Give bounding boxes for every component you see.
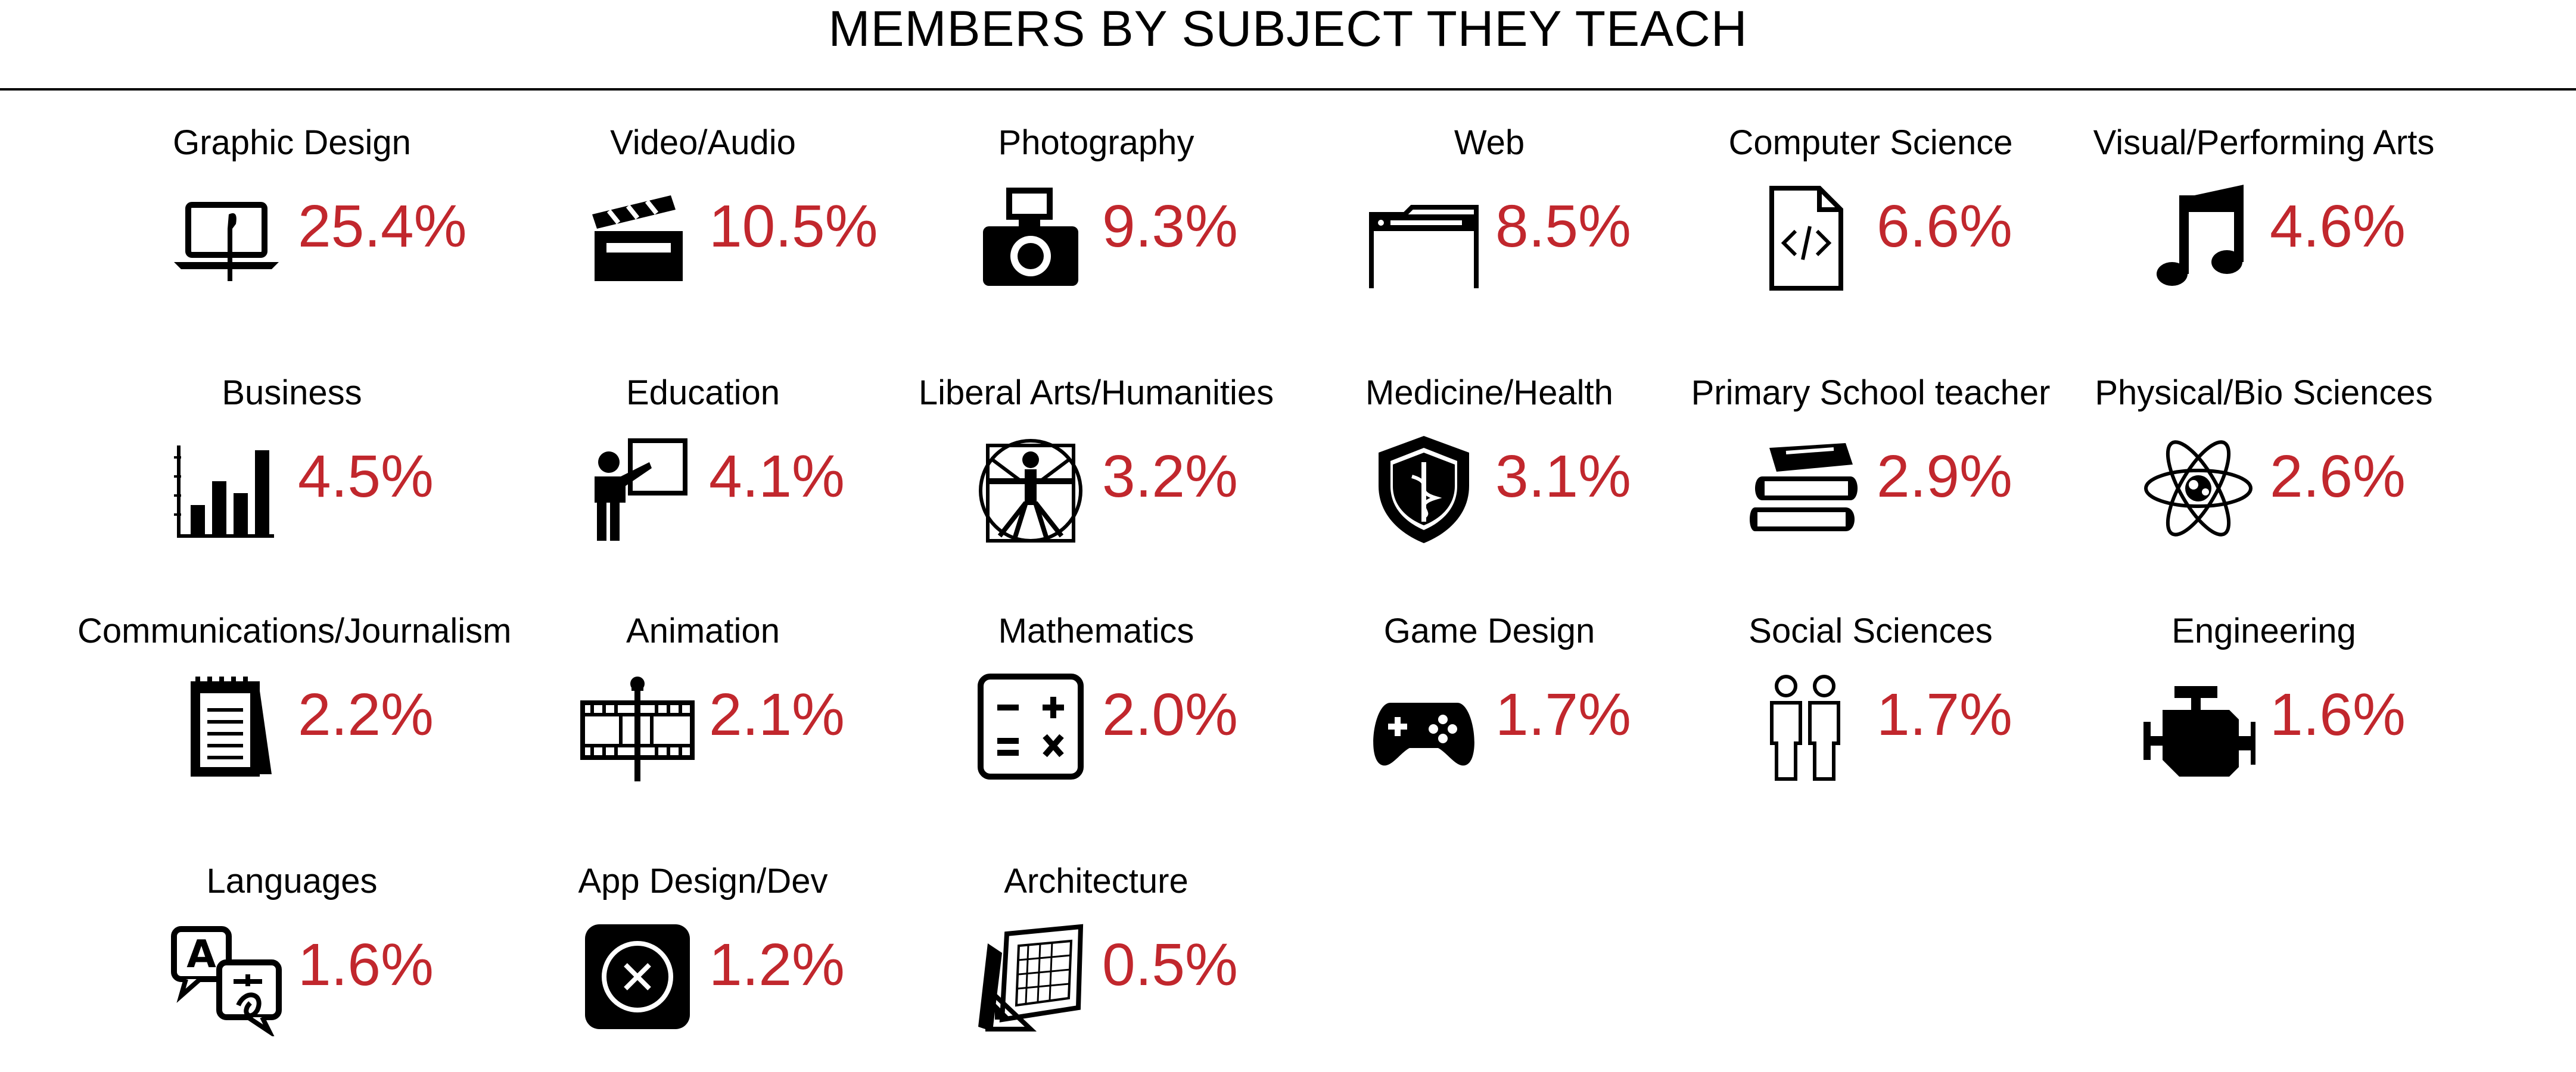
subject-percentage: 4.6% <box>2270 193 2406 260</box>
subject-percentage: 3.2% <box>1102 443 1238 510</box>
subject-percentage: 1.7% <box>1495 681 1631 748</box>
subject-item: Architecture 0.5% <box>882 858 1311 1072</box>
subject-percentage: 9.3% <box>1102 193 1238 260</box>
translate-icon: A <box>167 917 286 1039</box>
subject-percentage: 2.0% <box>1102 681 1238 748</box>
subject-label: Visual/Performing Arts <box>2093 123 2435 162</box>
subject-item: Medicine/Health 3.1% <box>1275 369 1704 584</box>
subject-percentage: 4.1% <box>709 443 845 510</box>
subject-item: Web 8.5% <box>1275 119 1704 334</box>
calculator-icon <box>971 667 1090 786</box>
subject-label: Graphic Design <box>173 123 411 162</box>
subject-item: Computer Science 6.6% <box>1656 119 2085 334</box>
subject-label: Computer Science <box>1728 123 2013 162</box>
subject-label: Architecture <box>1004 862 1189 900</box>
subject-label: Languages <box>206 862 378 900</box>
subject-label: Communications/Journalism <box>77 612 512 650</box>
subject-percentage: 0.5% <box>1102 931 1238 998</box>
svg-text:A: A <box>186 933 216 977</box>
subject-label: Photography <box>998 123 1194 162</box>
subject-item: Animation 2.1% <box>489 607 917 822</box>
subject-label: Medicine/Health <box>1365 373 1613 412</box>
subject-item: Primary School teacher 2.9% <box>1656 369 2085 584</box>
subject-item: Languages A 1.6% <box>77 858 506 1072</box>
vitruvian-man-icon <box>971 429 1090 548</box>
subject-label: Business <box>222 373 362 412</box>
subject-item: Communications/Journalism 2.2% <box>77 607 512 822</box>
subject-item: Video/Audio 10.5% <box>489 119 917 334</box>
subject-percentage: 8.5% <box>1495 193 1631 260</box>
books-icon <box>1746 429 1865 548</box>
subject-label: Mathematics <box>998 612 1194 650</box>
subject-percentage: 2.6% <box>2270 443 2406 510</box>
browser-window-icon <box>1364 179 1483 298</box>
subject-item: Mathematics 2.0% <box>882 607 1311 822</box>
laptop-brush-icon <box>167 179 286 298</box>
subject-item: Social Sciences 1.7% <box>1656 607 2085 822</box>
music-note-icon <box>2139 179 2258 298</box>
subject-percentage: 6.6% <box>1877 193 2012 260</box>
title-divider <box>0 88 2576 91</box>
subject-item: Game Design 1.7% <box>1275 607 1704 822</box>
notepad-icon <box>167 667 286 786</box>
app-icon <box>578 917 697 1036</box>
subject-item: App Design/Dev 1.2% <box>489 858 917 1072</box>
subject-label: Primary School teacher <box>1691 373 2051 412</box>
subject-item: Photography 9.3% <box>882 119 1311 334</box>
subject-label: Animation <box>626 612 780 650</box>
bar-chart-icon <box>167 429 286 548</box>
subject-item: Graphic Design 25.4% <box>77 119 506 334</box>
subject-label: Video/Audio <box>610 123 796 162</box>
subject-label: App Design/Dev <box>578 862 828 900</box>
subject-label: Game Design <box>1383 612 1595 650</box>
chart-title: MEMBERS BY SUBJECT THEY TEACH <box>828 1 1748 57</box>
subject-label: Physical/Bio Sciences <box>2095 373 2433 412</box>
subject-percentage: 1.2% <box>709 931 845 998</box>
subject-percentage: 1.6% <box>2270 681 2406 748</box>
subject-item: Visual/Performing Arts 4.6% <box>2049 119 2478 334</box>
subject-label: Education <box>626 373 780 412</box>
camera-icon <box>971 179 1090 298</box>
subject-label: Liberal Arts/Humanities <box>918 373 1274 412</box>
subject-percentage: 2.2% <box>298 681 434 748</box>
code-file-icon <box>1746 179 1865 298</box>
atom-icon <box>2139 429 2258 548</box>
blueprint-icon <box>971 917 1090 1036</box>
film-strip-icon <box>578 667 697 786</box>
medical-shield-icon <box>1364 429 1483 548</box>
subject-label: Social Sciences <box>1749 612 1993 650</box>
subject-percentage: 1.7% <box>1877 681 2012 748</box>
subject-item: Education 4.1% <box>489 369 917 584</box>
subject-percentage: 1.6% <box>298 931 434 998</box>
gamepad-icon <box>1364 667 1483 786</box>
teacher-board-icon <box>578 429 697 548</box>
subject-label: Engineering <box>2171 612 2356 650</box>
subject-percentage: 2.1% <box>709 681 845 748</box>
subject-item: Engineering 1.6% <box>2049 607 2478 822</box>
people-icon <box>1746 667 1865 786</box>
subject-label: Web <box>1454 123 1525 162</box>
subject-item: Business 4.5% <box>77 369 506 584</box>
subject-percentage: 10.5% <box>709 193 878 260</box>
subject-percentage: 3.1% <box>1495 443 1631 510</box>
subject-percentage: 25.4% <box>298 193 467 260</box>
clapperboard-icon <box>578 179 697 298</box>
subject-percentage: 2.9% <box>1877 443 2012 510</box>
subject-item: Physical/Bio Sciences 2.6% <box>2049 369 2478 584</box>
engine-icon <box>2139 667 2258 786</box>
subject-percentage: 4.5% <box>298 443 434 510</box>
subject-item: Liberal Arts/Humanities 3.2% <box>882 369 1311 584</box>
